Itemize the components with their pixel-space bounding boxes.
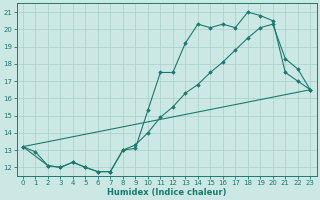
X-axis label: Humidex (Indice chaleur): Humidex (Indice chaleur): [107, 188, 226, 197]
